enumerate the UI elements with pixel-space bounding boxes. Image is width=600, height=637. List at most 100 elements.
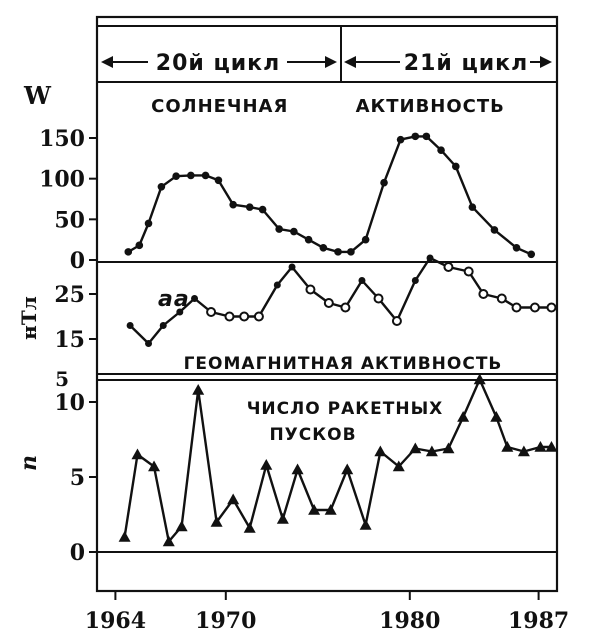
y-tick-label-2-0: 0: [70, 540, 85, 566]
launch-point: [490, 411, 503, 422]
launch-point: [131, 448, 144, 460]
y-tick-label-2-10: 10: [54, 390, 85, 416]
x-tick-label-1964: 1964: [85, 608, 146, 634]
launch-point: [227, 493, 240, 505]
aa-point: [391, 316, 402, 326]
solar-point: [172, 172, 180, 181]
solar-point: [245, 203, 254, 211]
solar-point: [334, 248, 342, 256]
y-tick-label-0-150: 150: [39, 126, 85, 152]
launch-point: [473, 373, 486, 385]
solar-point: [275, 225, 283, 233]
aa-point: [288, 263, 296, 271]
launch-point: [260, 459, 273, 470]
launch-point: [409, 442, 422, 454]
launch-point: [148, 460, 161, 472]
launch-point: [192, 384, 205, 395]
series-line-2: [123, 378, 552, 543]
solar-point: [201, 171, 210, 180]
launch-point: [392, 460, 405, 472]
launch-point: [425, 445, 438, 457]
cycle-right-label: 21й цикл: [404, 51, 528, 76]
aa-point: [443, 262, 454, 272]
launch-point: [517, 445, 530, 457]
solar-point: [512, 244, 521, 252]
side-label-5: 5: [55, 367, 69, 391]
aa-point: [426, 254, 434, 262]
cycle-left-arrow: [101, 56, 337, 68]
solar-point: [135, 241, 144, 250]
aa-point: [478, 289, 489, 299]
aa-point: [224, 311, 235, 322]
aa-point: [273, 281, 281, 289]
launch-point: [442, 442, 455, 454]
solar-point: [380, 178, 388, 187]
launch-point: [243, 522, 256, 533]
launch-point: [457, 411, 470, 422]
y-tick-label-1-15: 15: [54, 327, 85, 353]
launch-point: [324, 504, 337, 515]
solar-point: [361, 235, 370, 244]
aa-point: [373, 293, 384, 304]
solar-point: [347, 248, 355, 256]
aa-point: [239, 311, 250, 322]
launch-point: [308, 504, 321, 515]
cycle-left-label: 20й цикл: [156, 51, 280, 76]
launch-point: [341, 463, 354, 475]
solar-point: [290, 227, 298, 236]
aa-point: [463, 266, 474, 277]
aa-point: [145, 340, 153, 347]
solar-point: [214, 176, 223, 185]
solar-ylabel: W: [23, 81, 52, 110]
solar-point: [157, 183, 166, 191]
outer-frame: [95, 15, 559, 593]
launch-point: [501, 441, 514, 452]
launch-point: [534, 441, 547, 452]
y-tick-label-1-25: 25: [54, 282, 85, 308]
solar-point: [187, 171, 195, 180]
geomagnetic-activity-label: ГЕОМАГНИТНАЯ АКТИВНОСТЬ: [184, 354, 503, 374]
y-tick-label-2-5: 5: [70, 465, 85, 491]
launch-point: [162, 535, 175, 547]
solar-point: [258, 205, 267, 214]
aa-point: [159, 322, 167, 329]
solar-point: [319, 244, 328, 252]
x-tick-label-1987: 1987: [508, 608, 569, 634]
aa-point: [126, 322, 134, 329]
y-tick-label-0-50: 50: [54, 207, 85, 233]
solar-point: [396, 135, 405, 144]
solar-point: [411, 132, 420, 141]
aa-point: [305, 284, 316, 295]
aa-point: [496, 293, 507, 304]
aa-point: [176, 308, 184, 316]
series-line-0: [127, 135, 532, 256]
y-tick-label-0-100: 100: [39, 167, 85, 193]
aa-point: [546, 302, 557, 313]
aa-point: [529, 302, 540, 313]
solar-point: [304, 235, 313, 244]
aa-point: [191, 295, 199, 302]
launches-ylabel: n: [16, 455, 42, 471]
launch-point: [210, 516, 223, 527]
launch-point: [374, 445, 387, 457]
solar-activity-title: СОЛНЕЧНАЯ АКТИВНОСТЬ: [151, 96, 505, 117]
solar-point: [490, 226, 499, 234]
aa-point: [253, 311, 264, 322]
aa-point: [358, 277, 366, 284]
aa-point: [511, 302, 522, 313]
launches-title: ЧИСЛО РАКЕТНЫХ ПУСКОВ: [247, 399, 444, 445]
solar-point: [229, 200, 237, 209]
x-tick-label-1970: 1970: [195, 608, 256, 634]
aa-point: [340, 302, 351, 313]
aa-point: [323, 298, 334, 308]
solar-point: [452, 162, 460, 171]
solar-point: [124, 248, 133, 256]
launch-point: [545, 441, 558, 452]
cycle-right-arrow: [344, 56, 552, 68]
solar-point: [527, 250, 536, 259]
solar-point: [468, 203, 477, 211]
launch-point: [276, 513, 289, 524]
x-tick-label-1980: 1980: [379, 608, 440, 634]
solar-point: [144, 219, 153, 228]
